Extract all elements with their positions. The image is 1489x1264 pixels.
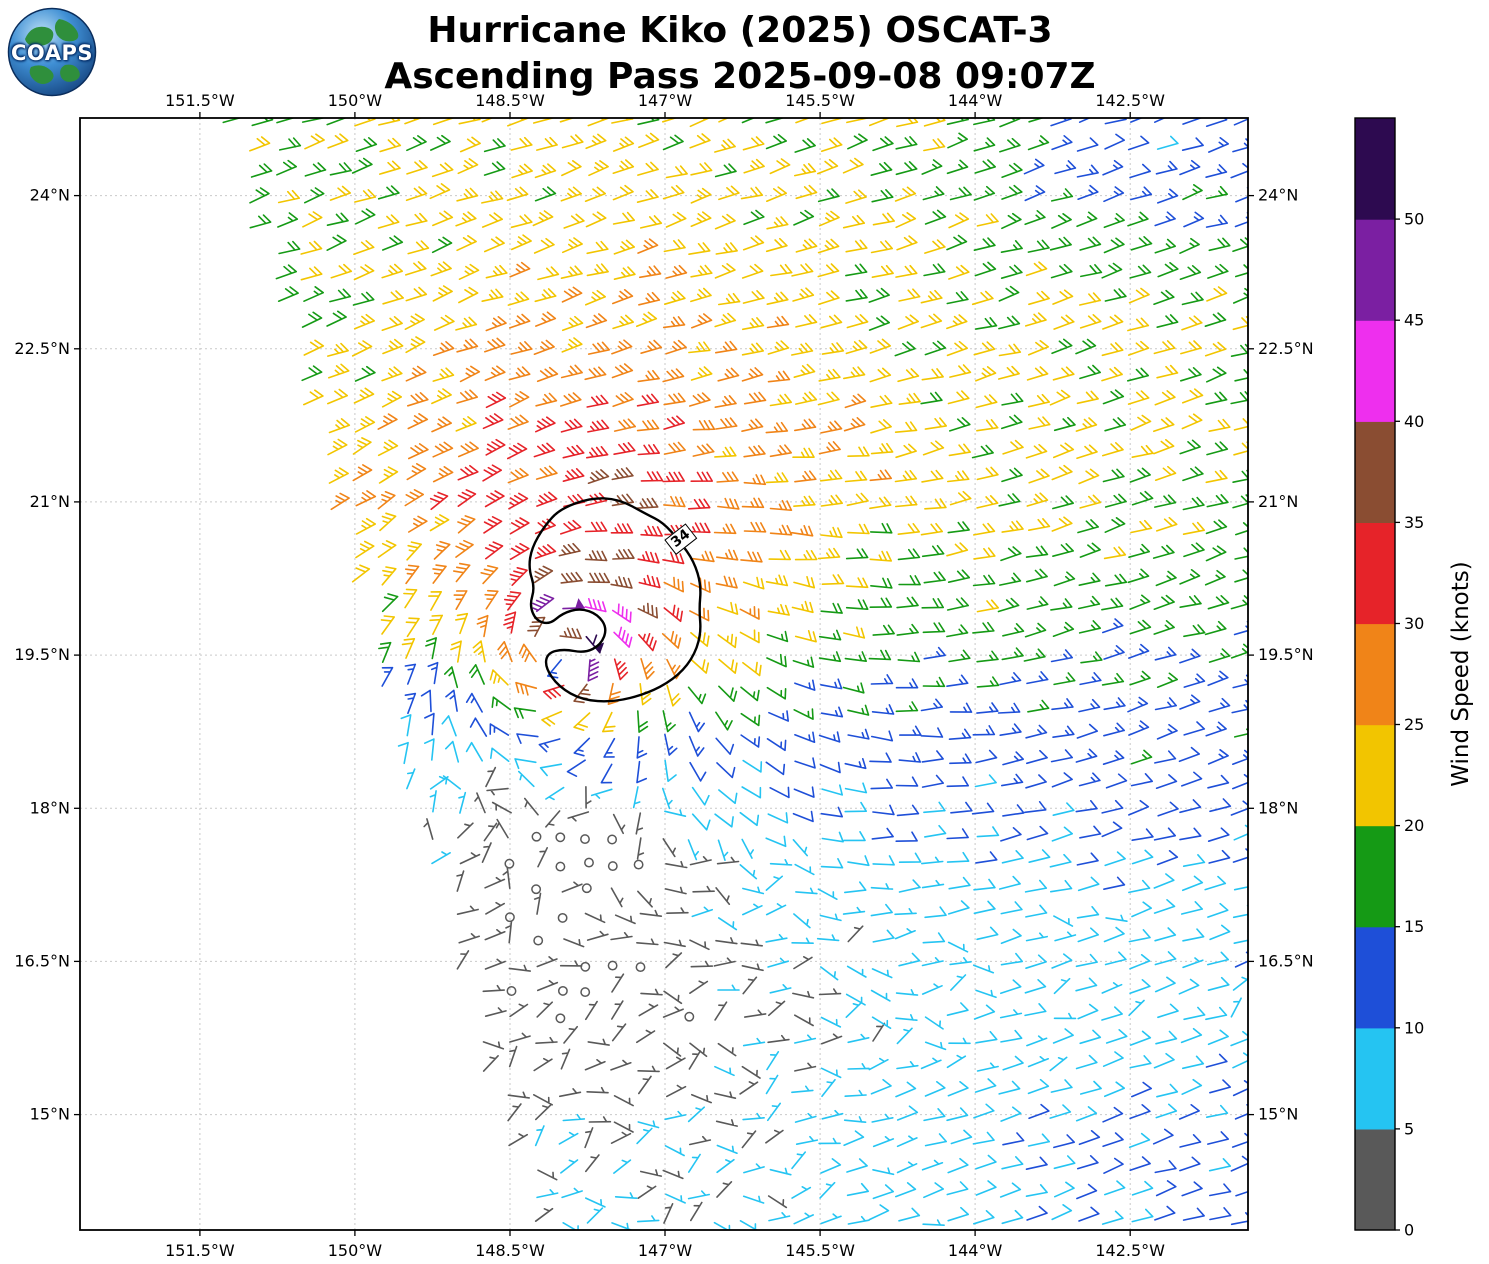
x-tick-label-bottom: 142.5°W: [1095, 1241, 1165, 1260]
colorbar-segment-25-30: [1355, 623, 1395, 726]
y-tick-label-left: 21°N: [30, 492, 70, 511]
y-tick-label-right: 18°N: [1258, 798, 1298, 817]
y-tick-label-left: 19.5°N: [14, 645, 70, 664]
x-tick-label-bottom: 151.5°W: [165, 1241, 235, 1260]
colorbar-segment-40-45: [1355, 320, 1395, 422]
plot-frame: [79, 117, 1249, 1231]
coaps-globe-icon: [7, 7, 97, 97]
colorbar-segment-35-40: [1355, 421, 1395, 523]
y-tick-label-right: 16.5°N: [1258, 951, 1314, 970]
x-tick-label-top: 142.5°W: [1095, 91, 1165, 110]
colorbar-tick-label: 40: [1404, 412, 1424, 431]
y-tick-label-right: 21°N: [1258, 492, 1298, 511]
y-tick-label-right: 19.5°N: [1258, 645, 1314, 664]
colorbar-segment-20-25: [1355, 724, 1395, 827]
colorbar-frame: [1354, 117, 1396, 1231]
colorbar-segment-50-55: [1355, 118, 1395, 220]
colorbar-tick-label: 45: [1404, 311, 1424, 330]
x-tick-label-bottom: 148.5°W: [475, 1241, 545, 1260]
wind-barbs-10-15kt: [381, 118, 1248, 1226]
wind-barbs-20-25kt: [249, 118, 1248, 733]
colorbar-label: Wind Speed (knots): [1448, 561, 1474, 787]
wind-barb-layer: [222, 118, 1248, 1230]
colorbar-tick-label: 50: [1404, 210, 1424, 229]
y-tick-label-right: 15°N: [1258, 1105, 1298, 1124]
wind-barbs-30-35kt: [429, 391, 713, 700]
y-tick-label-left: 15°N: [30, 1105, 70, 1124]
x-tick-label-bottom: 150°W: [328, 1241, 383, 1260]
y-tick-label-left: 24°N: [30, 186, 70, 205]
coaps-logo-text: COAPS: [11, 41, 93, 65]
colorbar-tick-label: 30: [1404, 614, 1424, 633]
colorbar: 0 5 10 15 20 25 30 35 40 45 50: [1354, 117, 1424, 1240]
x-tick-label-top: 145.5°W: [785, 91, 855, 110]
wind-barbs-45-50kt: [532, 593, 600, 682]
coaps-logo: COAPS: [7, 7, 97, 97]
colorbar-tick-label: 0: [1404, 1221, 1414, 1240]
x-tick-label-top: 150°W: [328, 91, 383, 110]
x-tick-label-top: 144°W: [948, 91, 1003, 110]
colorbar-tick-label: 5: [1404, 1119, 1414, 1138]
colorbar-tick-label: 10: [1404, 1018, 1424, 1037]
colorbar-tick-label: 25: [1404, 715, 1424, 734]
colorbar-segment-15-20: [1355, 825, 1395, 928]
wind-radius-contour: [528, 497, 702, 703]
wind-barbs-15-20kt: [222, 118, 1248, 765]
x-tick-label-top: 147°W: [638, 91, 693, 110]
wind-barbs-40-45kt: [584, 598, 633, 648]
x-tick-label-bottom: 147°W: [638, 1241, 693, 1260]
x-tick-label-bottom: 144°W: [948, 1241, 1003, 1260]
y-tick-label-left: 18°N: [30, 798, 70, 817]
axis-ticks: [74, 112, 1254, 1236]
chart-subtitle: Ascending Pass 2025-09-08 09:07Z: [384, 56, 1096, 97]
grid-layer: [80, 118, 1248, 1230]
colorbar-tick-label: 20: [1404, 816, 1424, 835]
x-tick-label-bottom: 145.5°W: [785, 1241, 855, 1260]
colorbar-segment-45-50: [1355, 219, 1395, 321]
colorbar-tick-label: 15: [1404, 917, 1424, 936]
wind-barbs-0-5kt: [423, 766, 886, 1224]
calm-wind-circles: [504, 831, 695, 1024]
colorbar-tick-label: 35: [1404, 513, 1424, 532]
x-tick-label-top: 148.5°W: [475, 91, 545, 110]
colorbar-segment-10-15: [1355, 926, 1395, 1029]
wind-barbs-25-30kt: [330, 238, 892, 705]
colorbar-segment-0-5: [1355, 1128, 1395, 1231]
y-tick-label-right: 24°N: [1258, 186, 1298, 205]
wind-barb-pennants-45-50kt: [575, 598, 585, 609]
wind-barbs-5-10kt: [397, 135, 1248, 1230]
y-tick-label-left: 22.5°N: [14, 339, 70, 358]
colorbar-segment-5-10: [1355, 1027, 1395, 1130]
chart-title: Hurricane Kiko (2025) OSCAT-3: [427, 10, 1053, 51]
colorbar-segment-30-35: [1355, 522, 1395, 625]
y-tick-label-right: 22.5°N: [1258, 339, 1314, 358]
axis-tick-labels: 151.5°W 151.5°W 150°W 150°W 148.5°W 148.5°W 14…: [14, 91, 1313, 1260]
x-tick-label-top: 151.5°W: [165, 91, 235, 110]
wind-barbs-35-40kt: [527, 467, 659, 704]
y-tick-label-left: 16.5°N: [14, 951, 70, 970]
